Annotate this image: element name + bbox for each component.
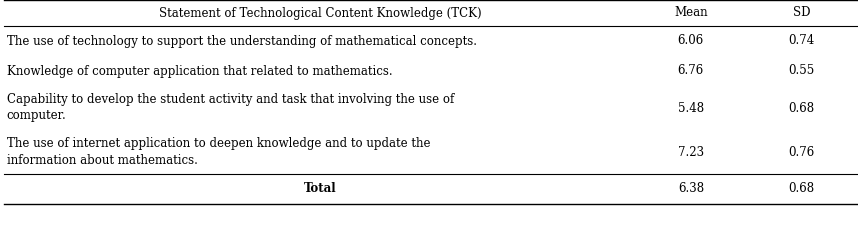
Text: Total: Total: [304, 183, 336, 195]
Text: Statement of Technological Content Knowledge (TCK): Statement of Technological Content Knowl…: [159, 6, 481, 20]
Text: Knowledge of computer application that related to mathematics.: Knowledge of computer application that r…: [7, 64, 392, 78]
Text: SD: SD: [793, 6, 811, 20]
Text: 6.06: 6.06: [678, 35, 704, 48]
Text: 0.68: 0.68: [789, 101, 815, 114]
Text: 0.55: 0.55: [789, 64, 815, 78]
Text: 7.23: 7.23: [678, 145, 704, 159]
Text: Mean: Mean: [674, 6, 708, 20]
Text: 5.48: 5.48: [678, 101, 704, 114]
Text: The use of internet application to deepen knowledge and to update the
informatio: The use of internet application to deepe…: [7, 138, 431, 167]
Text: 0.68: 0.68: [789, 183, 815, 195]
Text: 6.76: 6.76: [678, 64, 704, 78]
Text: 6.38: 6.38: [678, 183, 704, 195]
Text: The use of technology to support the understanding of mathematical concepts.: The use of technology to support the und…: [7, 35, 477, 48]
Text: 0.74: 0.74: [789, 35, 815, 48]
Text: 0.76: 0.76: [789, 145, 815, 159]
Text: Capability to develop the student activity and task that involving the use of
co: Capability to develop the student activi…: [7, 94, 454, 123]
